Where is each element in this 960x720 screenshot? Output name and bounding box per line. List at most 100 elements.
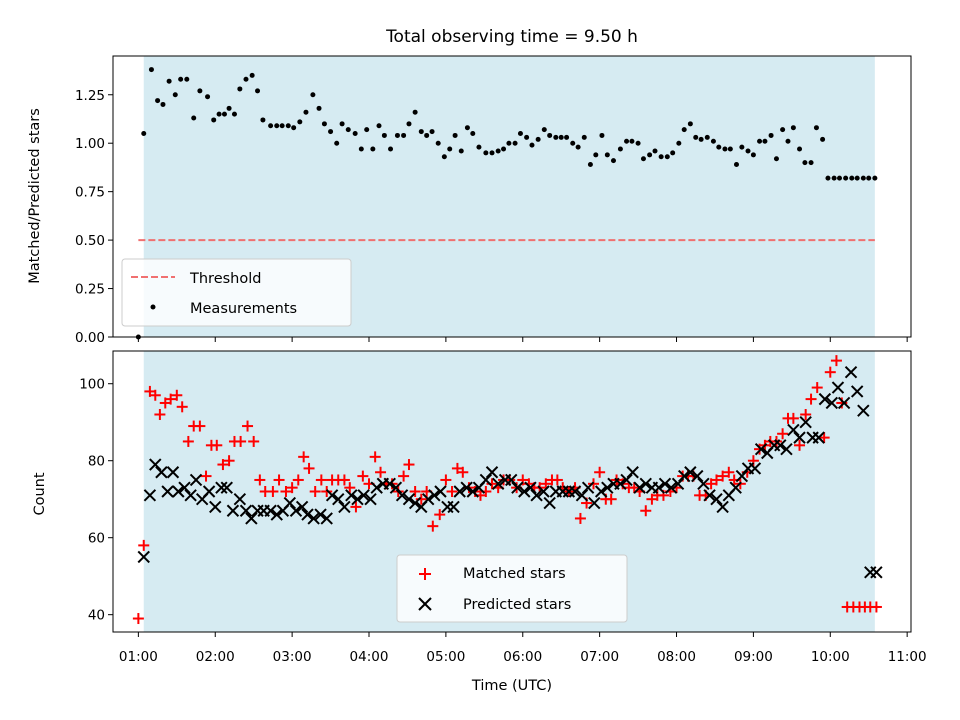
matched-star-point: [315, 474, 327, 486]
predicted-star-point: [209, 500, 222, 514]
predicted-star-point: [370, 481, 383, 494]
top-axes-frame: [112, 55, 912, 338]
measurement-point: [790, 125, 796, 131]
predicted-star-point: [172, 485, 185, 498]
measurement-point: [328, 129, 334, 135]
matched-star-point: [344, 482, 356, 494]
measurement-point: [624, 138, 630, 144]
matched-star-point: [321, 486, 333, 497]
x-stroke-b: [754, 442, 768, 456]
measurement-point: [364, 127, 370, 133]
predicted-star-point: [421, 492, 435, 506]
x-stroke-b: [588, 496, 601, 510]
predicted-star-point: [735, 469, 749, 483]
x-stroke-b: [226, 504, 240, 517]
predicted-star-point: [780, 442, 793, 456]
measurement-point: [255, 88, 261, 94]
predicted-star-point: [799, 416, 812, 429]
x-stroke-b: [325, 489, 339, 502]
matched-star-point: [800, 409, 812, 421]
predicted-star-point: [447, 500, 460, 514]
measurement-point: [141, 131, 147, 137]
predicted-star-point: [748, 462, 762, 475]
matched-star-point: [540, 478, 552, 490]
predicted-star-point: [295, 500, 309, 514]
x-stroke-b: [626, 466, 639, 479]
predicted-star-point: [215, 481, 228, 494]
measurement-point: [321, 121, 327, 127]
x-stroke-b: [402, 492, 416, 506]
measurement-point: [587, 162, 593, 168]
measurement-point: [279, 123, 285, 129]
matched-star-point: [182, 435, 194, 447]
predicted-star-point: [307, 512, 320, 525]
measurement-point: [745, 148, 751, 154]
measurement-point: [553, 134, 559, 140]
measurement-point: [647, 152, 653, 158]
matched-star-point: [587, 478, 599, 490]
chart-title: Total observing time = 9.50 h: [385, 27, 638, 47]
x-stroke-b: [155, 466, 168, 479]
x-stroke-b: [537, 485, 550, 498]
measurement-point: [581, 134, 587, 140]
x-stroke-b: [729, 481, 742, 494]
x-stroke-b: [787, 423, 800, 437]
predicted-star-point: [491, 477, 505, 491]
top-legend: Threshold Measurements: [121, 258, 352, 327]
x-stroke-b: [505, 473, 518, 487]
measurement-point: [575, 144, 581, 150]
predicted-star-point: [511, 481, 524, 494]
x-axis-label: Time (UTC): [471, 678, 552, 694]
x-stroke-b: [825, 396, 839, 410]
measurement-point: [604, 152, 610, 158]
x-stroke-b: [620, 473, 633, 487]
matched-star-point: [824, 366, 836, 378]
top-legend-box: [121, 258, 352, 327]
measurement-point: [780, 127, 786, 133]
matched-star-point: [248, 435, 260, 447]
measurement-point: [762, 138, 768, 144]
predicted-star-point: [729, 481, 742, 494]
x-stroke-b: [447, 500, 460, 514]
predicted-star-point: [825, 396, 839, 410]
matched-star-point: [830, 355, 842, 367]
predicted-star-point: [812, 431, 825, 444]
predicted-star-point: [684, 466, 697, 479]
measurement-point: [316, 105, 322, 111]
matched-star-point: [149, 389, 161, 401]
measurement-point: [785, 138, 791, 144]
measurement-point: [205, 94, 211, 100]
measurement-point: [274, 123, 280, 129]
measurement-point: [243, 76, 249, 82]
predicted-star-point: [697, 477, 710, 491]
predicted-star-point: [332, 492, 345, 506]
x-stroke-b: [395, 489, 409, 502]
measurement-point: [216, 111, 222, 117]
legend-matched-label: Matched stars: [463, 566, 566, 582]
top-x-ticks: [137, 337, 908, 342]
predicted-star-point: [314, 508, 327, 521]
predicted-star-point: [434, 485, 447, 498]
legend-predicted-label: Predicted stars: [463, 597, 571, 613]
x-stroke-b: [320, 512, 333, 525]
x-stroke-b: [202, 485, 216, 498]
measurement-point: [529, 142, 535, 148]
bottom-legend-box: [396, 554, 628, 623]
measurement-point: [843, 175, 849, 181]
x-stroke-b: [664, 481, 678, 494]
measurement-point: [558, 134, 564, 140]
matched-star-point: [787, 412, 799, 424]
x-stroke-b: [818, 392, 832, 406]
y-tick-label: 1.25: [75, 88, 105, 104]
predicted-star-point: [626, 466, 639, 479]
predicted-star-point: [345, 489, 358, 502]
measurement-point: [564, 134, 570, 140]
predicted-star-point: [581, 481, 595, 494]
y-tick-label: 0.75: [75, 185, 105, 201]
x-stroke-b: [408, 496, 422, 510]
legend-measurements-label: Measurements: [190, 301, 297, 317]
predicted-star-point: [239, 504, 253, 517]
predicted-star-point: [633, 481, 646, 494]
x-stroke-b: [812, 431, 825, 444]
measurement-point: [418, 129, 424, 135]
